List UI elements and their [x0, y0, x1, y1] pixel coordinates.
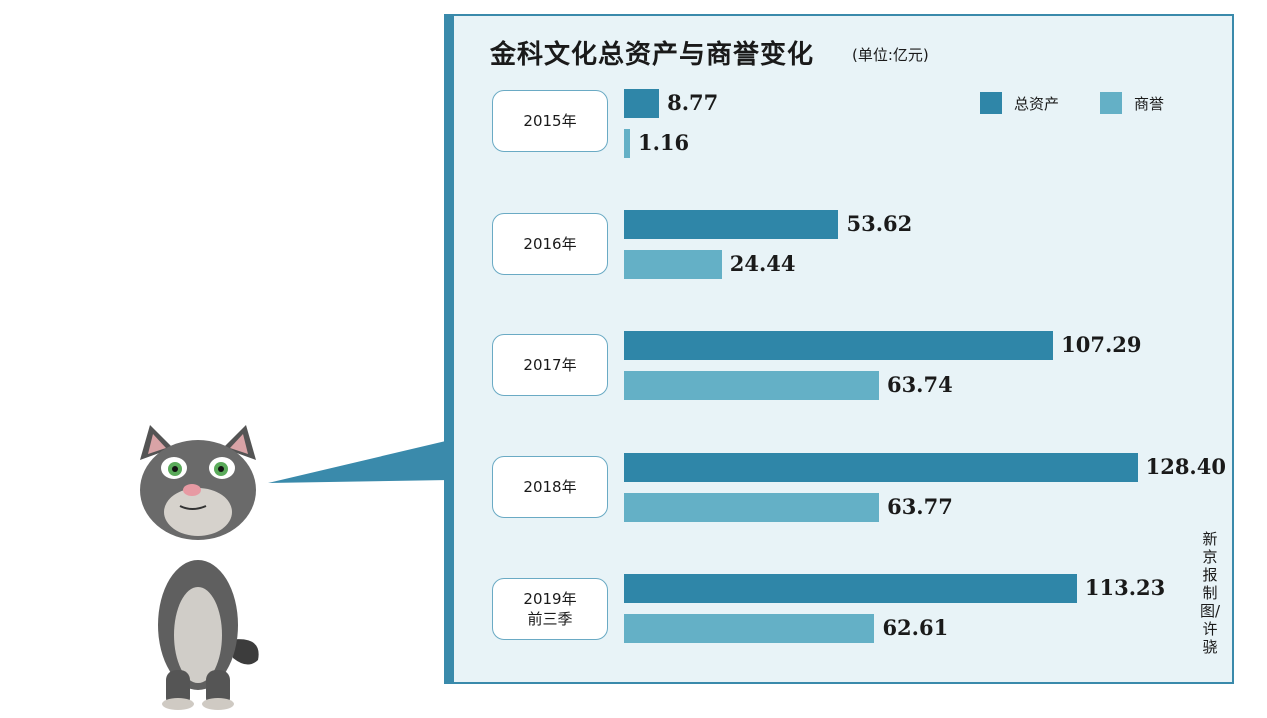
chart-panel-accent	[444, 14, 454, 684]
credit-text: 新京报制图/许骁	[1200, 530, 1221, 656]
value-label-goodwill: 63.74	[886, 372, 953, 397]
value-label-goodwill: 63.77	[887, 494, 953, 519]
legend-swatch-goodwill	[1100, 92, 1122, 114]
value-label-goodwill: 62.61	[882, 615, 949, 640]
bar-goodwill	[624, 129, 630, 158]
legend-swatch-total-assets	[980, 92, 1002, 114]
value-label-goodwill: 24.44	[729, 251, 796, 276]
legend-item-goodwill: 商誉	[1100, 92, 1164, 114]
year-label: 2018年	[492, 456, 608, 518]
legend-label-total-assets: 总资产	[1014, 94, 1060, 113]
bar-goodwill	[624, 250, 722, 279]
value-label-total-assets: 53.62	[846, 211, 913, 236]
value-label-total-assets: 128.40	[1145, 454, 1226, 479]
callout-pointer	[268, 440, 450, 483]
value-label-total-assets: 8.77	[667, 90, 719, 115]
bar-total-assets	[624, 574, 1077, 603]
bar-goodwill	[624, 371, 879, 400]
chart-unit: (单位:亿元)	[852, 46, 929, 64]
bar-goodwill	[624, 493, 880, 522]
bar-total-assets	[624, 210, 839, 239]
chart-title: 金科文化总资产与商誉变化	[490, 40, 815, 70]
bar-goodwill	[624, 614, 875, 643]
year-label: 2019年 前三季	[492, 578, 608, 640]
value-label-total-assets: 113.23	[1084, 575, 1166, 600]
bar-total-assets	[624, 453, 1138, 482]
legend-item-total-assets: 总资产	[980, 92, 1059, 114]
year-label: 2015年	[492, 90, 608, 152]
tom-cat-illustration	[140, 425, 259, 710]
year-label: 2016年	[492, 213, 608, 275]
bar-total-assets	[624, 331, 1054, 360]
value-label-goodwill: 1.16	[638, 130, 690, 155]
year-label: 2017年	[492, 334, 608, 396]
value-label-total-assets: 107.29	[1061, 332, 1142, 357]
bar-total-assets	[624, 89, 660, 118]
legend-label-goodwill: 商誉	[1134, 94, 1165, 113]
